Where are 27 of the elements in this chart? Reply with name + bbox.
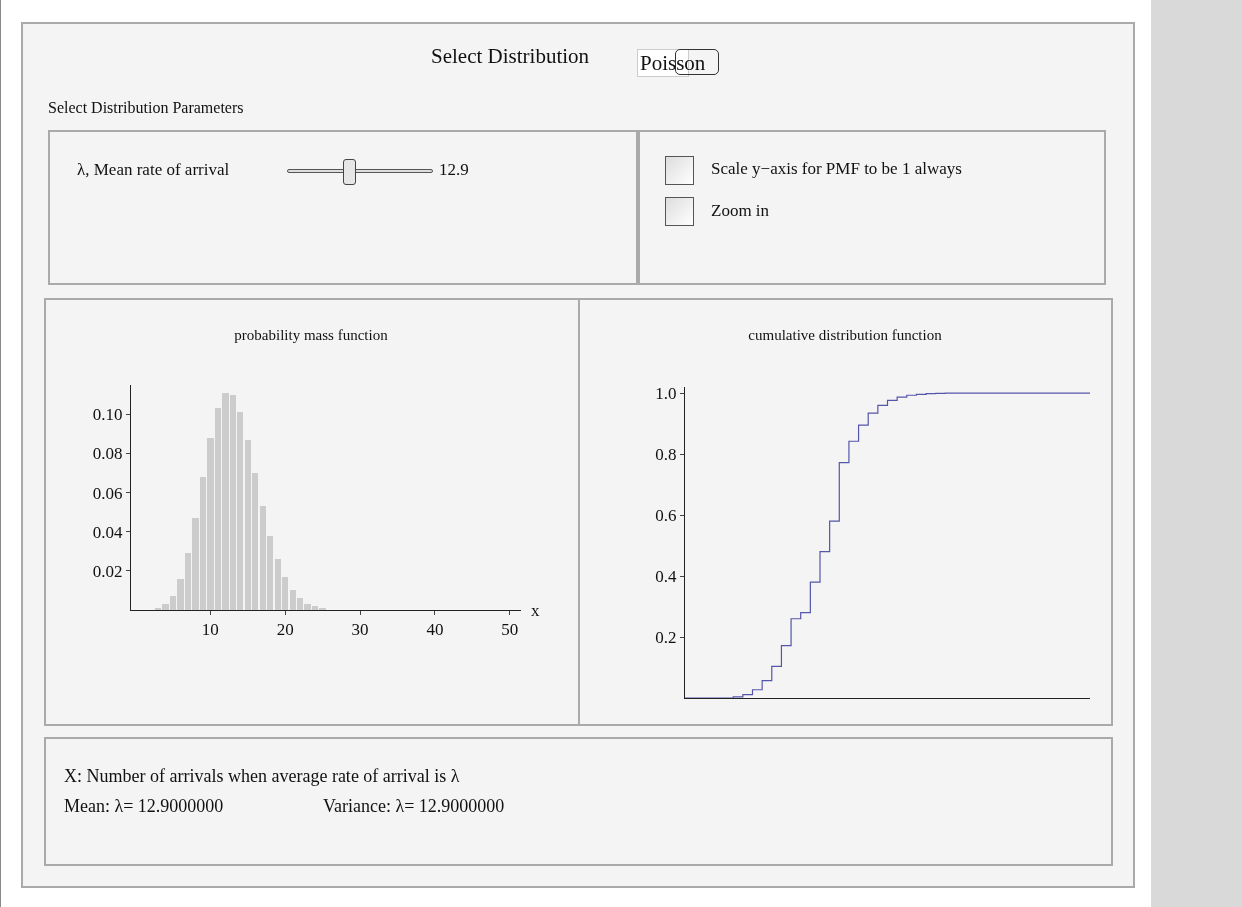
chart-title: cumulative distribution function (748, 326, 943, 343)
y-tick-label: 0.06 (92, 483, 123, 503)
text: X: Number of arrivals when average rate of arrival is λ (64, 766, 460, 787)
y-tick-label: 0.02 (92, 561, 123, 581)
text: Mean: λ= 12.9000000 (64, 796, 224, 817)
text: λ, Mean rate of arrival (77, 160, 230, 180)
x-axis-title: x (531, 601, 540, 620)
text: Scale y−axis for PMF to be 1 always (711, 159, 962, 179)
y-tick-label: 0.2 (655, 627, 677, 647)
y-tick-label: 1.0 (655, 384, 677, 404)
x-tick-label: 50 (501, 620, 519, 640)
y-tick-label: 0.04 (92, 522, 124, 542)
y-tick-label: 0.6 (655, 506, 677, 526)
chart-title: probability mass function (234, 326, 389, 343)
x-tick-label: 40 (426, 620, 444, 640)
x-tick-label: 30 (351, 620, 369, 640)
text: Select Distribution (431, 44, 590, 69)
y-tick-label: 0.10 (92, 405, 123, 425)
text: 12.9 (439, 160, 469, 180)
y-tick-label: 0.08 (92, 444, 123, 464)
text: Zoom in (711, 201, 770, 221)
text: Select Distribution Parameters (48, 99, 244, 117)
y-tick-label: 0.4 (655, 566, 678, 586)
x-tick-label: 20 (276, 620, 294, 640)
y-tick-label: 0.8 (655, 445, 677, 465)
text: Variance: λ= 12.9000000 (323, 796, 505, 817)
x-tick-label: 10 (201, 620, 219, 640)
